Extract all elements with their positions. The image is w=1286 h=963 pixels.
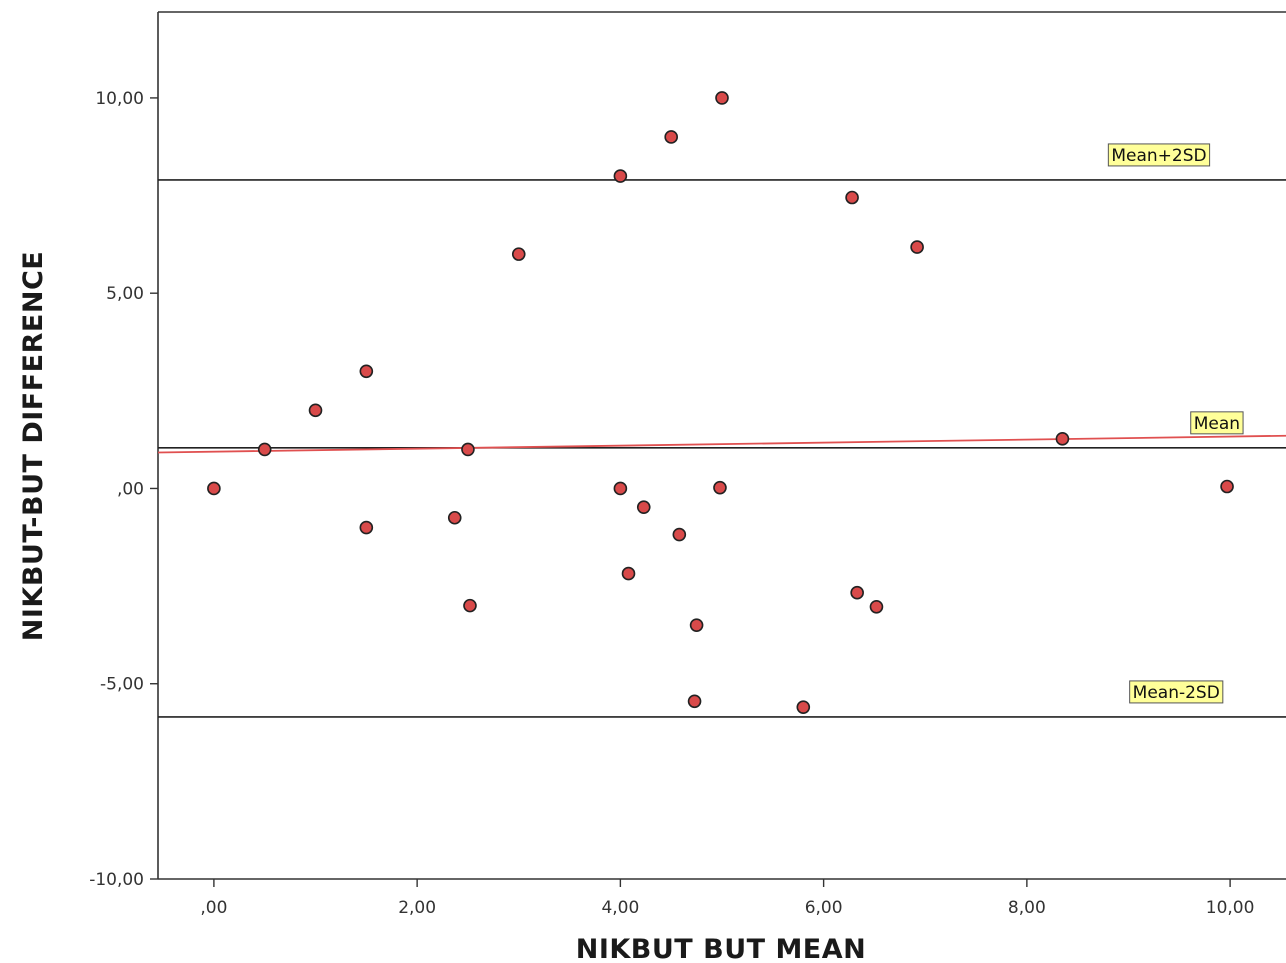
data-point [359, 364, 374, 379]
y-tick-label: -5,00 [100, 675, 144, 695]
data-point [850, 585, 864, 600]
y-axis-title: NIKBUT-BUT DIFFERENCE [18, 251, 49, 641]
x-axis-title: NIKBUT BUT MEAN [576, 934, 867, 963]
x-tick-label: 10,00 [1206, 898, 1255, 918]
x-axis: ,00 2,00 4,00 6,00 8,00 10,00 [200, 879, 1254, 918]
ref-label-text: Mean [1194, 414, 1240, 434]
data-point [845, 190, 859, 205]
data-point [689, 618, 704, 632]
data-point [613, 481, 628, 496]
y-tick-label: 5,00 [106, 284, 144, 304]
y-tick-label: 10,00 [95, 89, 144, 109]
ref-label-mean-plus-minus-2sd: Mean+2SD [1107, 143, 1211, 167]
data-point [511, 247, 526, 261]
ref-label-box [1129, 680, 1224, 704]
x-tick-label: 6,00 [805, 898, 843, 918]
data-point [869, 599, 884, 614]
data-point [613, 169, 628, 183]
data-point [636, 500, 651, 515]
data-point [687, 694, 702, 709]
data-point [207, 481, 221, 496]
y-axis: 10,00 5,00 ,00 -5,00 -10,00 [89, 89, 158, 890]
ref-label-box [1190, 411, 1244, 435]
x-tick-label: 2,00 [398, 898, 436, 918]
data-point [359, 520, 374, 535]
data-point [910, 240, 924, 254]
fit-line-group [157, 434, 1286, 454]
data-point [713, 480, 727, 495]
data-point [1220, 479, 1234, 494]
data-point [621, 566, 636, 581]
data-point [715, 91, 729, 105]
data-point [463, 598, 477, 613]
ref-label-box [1107, 143, 1211, 167]
ref-label-text: Mean-2SD [1133, 683, 1220, 703]
y-tick-label: ,00 [117, 479, 144, 499]
data-point [672, 527, 687, 542]
data-point [461, 442, 475, 457]
data-point [796, 700, 811, 714]
fit-line [157, 434, 1286, 454]
data-point [257, 442, 272, 457]
plot-frame [157, 11, 1286, 880]
ref-label-mean: Mean [1190, 411, 1244, 435]
data-point [664, 130, 678, 144]
x-tick-label: 4,00 [601, 898, 639, 918]
y-tick-label: -10,00 [89, 870, 144, 890]
reference-labels: Mean+2SD Mean Mean-2SD [1107, 143, 1244, 704]
data-point [447, 510, 462, 525]
data-point [308, 403, 323, 418]
reference-lines [158, 179, 1286, 718]
x-tick-label: 8,00 [1008, 898, 1046, 918]
ref-label-mean-minus-2sd: Mean-2SD [1129, 680, 1224, 704]
x-tick-label: ,00 [200, 898, 227, 918]
data-points [207, 91, 1234, 714]
ref-label-text: Mean+2SD [1111, 146, 1206, 166]
data-point [1055, 432, 1070, 446]
